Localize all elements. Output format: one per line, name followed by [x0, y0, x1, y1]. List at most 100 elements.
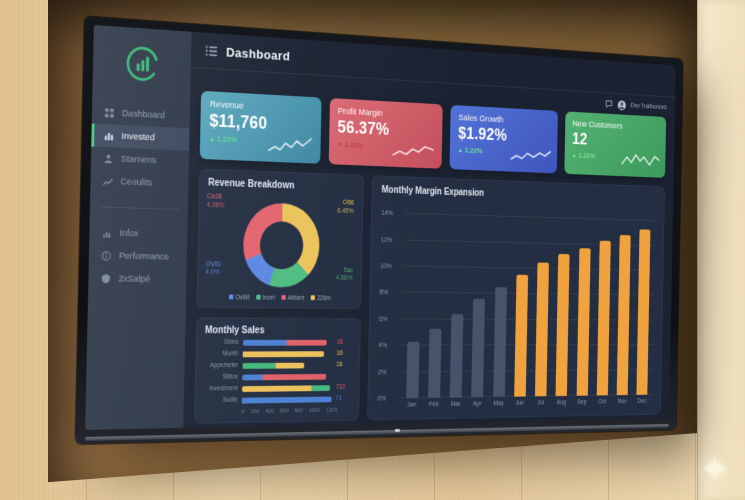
sidebar-item-infox[interactable]: Infox: [89, 221, 187, 246]
page-title: Dashboard: [225, 44, 291, 63]
sidebar-item-label: Invested: [121, 130, 155, 144]
sparkle-icon: ✦: [700, 451, 730, 489]
bar-chart-icon: [104, 130, 115, 142]
menu-icon[interactable]: [205, 45, 218, 56]
sidebar-divider: [99, 206, 179, 210]
sidebar-item-label: Starnens: [120, 153, 157, 166]
sales-value: 710: [335, 384, 346, 392]
card-title: Revenue Breakdown: [208, 177, 295, 192]
margin-bar-chart: 0% 2% 4% 6% 8% 10% 12% 14% Jan Feb Mar Apr May Jun Jul…: [377, 205, 656, 416]
kpi-card-new-customers[interactable]: New Customers 12 ▲ 1.22%: [563, 111, 667, 178]
bar: [514, 274, 528, 397]
sidebar: Dashboard Invested Starnens Ceoulits Infox P…: [85, 24, 192, 430]
bar-column: Nov: [613, 235, 634, 407]
donut-chart: [242, 202, 321, 288]
sales-rows: Shine 16 Month 16 Appemeter 16 Stilice Investme…: [204, 338, 353, 407]
sparkline: [510, 144, 552, 167]
sales-row-label: Appemeter: [209, 362, 239, 370]
arrow-up-icon: ▲: [209, 135, 215, 143]
sales-row: Stilice: [204, 371, 351, 382]
y-tick: 0%: [377, 395, 386, 403]
card-title: Monthly Sales: [204, 325, 265, 337]
card-title: Monthly Margin Expansion: [381, 184, 485, 199]
sidebar-item-dashboard[interactable]: Dashboard: [92, 101, 190, 129]
sidebar-item-label: Dashboard: [121, 108, 165, 122]
sales-row-label: Investment: [209, 385, 238, 393]
grid-icon: [104, 107, 115, 119]
bar-column: Jul: [531, 262, 552, 409]
bar: [576, 248, 591, 396]
y-tick: 8%: [379, 289, 389, 297]
sidebar-item-label: Performance: [118, 250, 170, 263]
donut-callout: O66 6.45%: [337, 199, 355, 215]
kpi-card-profit-margin[interactable]: Profit Margin 56.37% ▼ 1.22%: [328, 98, 443, 169]
shield-icon: [101, 273, 112, 284]
bar-column: Dec: [633, 229, 654, 407]
bar: [471, 298, 486, 398]
sales-value: 16: [336, 361, 343, 369]
bar-column: Feb: [424, 328, 445, 410]
legend-item: OvWl: [229, 294, 249, 301]
chat-icon[interactable]: [605, 100, 613, 109]
legend-item: 228m: [311, 295, 331, 302]
bar-column: Jan: [402, 341, 423, 412]
sales-bar: [242, 373, 333, 381]
sales-row-label: Sudib: [222, 397, 238, 405]
x-tick: Jul: [537, 399, 545, 407]
bar: [596, 240, 611, 396]
x-tick: Apr: [472, 400, 482, 408]
kpi-card-revenue[interactable]: Revenue $11,760 ▲ 1.22%: [199, 90, 322, 164]
user-icon: [103, 153, 114, 164]
sidebar-item-starnens[interactable]: Starnens: [91, 146, 189, 173]
left-column: Revenue Breakdown O66 6.45% Too 4.88% OVID 4.…: [194, 168, 364, 424]
bars: Jan Feb Mar Apr May Jun Jul Aug Sep Oct Nov Dec: [402, 205, 654, 411]
sales-value: 16: [336, 339, 344, 346]
sales-row: Investment 710: [204, 383, 351, 395]
topbar: Dashboard: [190, 31, 676, 98]
sales-x-axis: 0 150 400 600 800 1000 1200: [242, 408, 338, 415]
bar: [405, 341, 420, 399]
kpi-value: $1.92%: [457, 123, 508, 145]
donut-callout: Too 4.88%: [335, 266, 353, 282]
kpi-value: 56.37%: [337, 117, 390, 139]
x-tick: Jun: [515, 400, 525, 407]
sidebar-item-2xsalp-[interactable]: 2xSalpé: [88, 267, 186, 291]
kpi-card-sales-growth[interactable]: Sales Growth $1.92% ▲ 1.22%: [449, 104, 558, 174]
content-row: Revenue Breakdown O66 6.45% Too 4.88% OVID 4.…: [194, 168, 665, 424]
x-tick: 0: [241, 409, 245, 416]
sidebar-item-invested[interactable]: Invested: [91, 123, 190, 151]
margin-expansion-card: Monthly Margin Expansion 0% 2% 4% 6% 8% 10% 12…: [367, 175, 665, 421]
bar-column: Oct: [593, 240, 614, 408]
bar-column: Apr: [468, 298, 489, 410]
sidebar-item-label: 2xSalpé: [118, 273, 151, 285]
sales-row-label: Stilice: [222, 373, 238, 381]
bar: [555, 253, 570, 397]
x-tick: 150: [250, 409, 260, 415]
x-tick: Sep: [577, 399, 587, 406]
x-tick: Dec: [637, 398, 647, 405]
chart-small-icon: [102, 228, 113, 239]
bar: [535, 262, 550, 397]
sidebar-item-label: Ceoulits: [120, 176, 153, 189]
wood-wall-right-panel: [697, 0, 745, 500]
sales-bar: [242, 339, 334, 346]
y-tick: 14%: [381, 210, 393, 218]
x-tick: 600: [279, 408, 289, 415]
sidebar-item-performance[interactable]: Performance: [89, 244, 187, 268]
dashboard-screen: Dashboard Invested Starnens Ceoulits Infox P…: [85, 24, 676, 430]
y-tick: 10%: [380, 263, 392, 271]
donut-legend: OvWl Invet Abbert 228m: [198, 294, 361, 302]
sales-row-label: Shine: [223, 339, 239, 346]
main-panel: Dashboard Dev Trailhonord Revenue $11,760…: [183, 31, 676, 428]
sidebar-item-ceoulits[interactable]: Ceoulits: [90, 169, 188, 195]
user-name: Dev Trailhonord: [630, 102, 667, 111]
info-icon: [101, 250, 112, 261]
sales-value: 71: [335, 395, 342, 403]
bar: [492, 287, 507, 397]
arrow-up-icon: ▲: [457, 147, 463, 155]
sparkline: [621, 150, 661, 173]
avatar[interactable]: [617, 99, 626, 110]
sidebar-menu-secondary: Infox Performance 2xSalpé: [88, 221, 187, 291]
x-tick: Mar: [450, 401, 461, 408]
y-tick: 12%: [380, 236, 393, 244]
